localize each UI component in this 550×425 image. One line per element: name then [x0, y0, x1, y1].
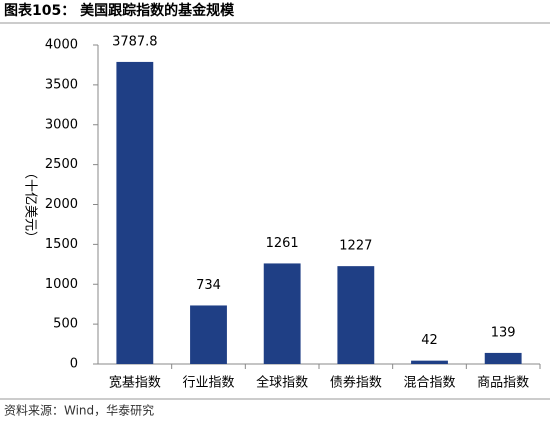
data-label: 139	[491, 325, 516, 340]
y-tick-label: 3000	[45, 117, 78, 132]
x-tick-label: 商品指数	[477, 376, 529, 391]
bar	[411, 360, 448, 364]
x-tick-label: 混合指数	[403, 376, 455, 391]
y-tick-label: 2000	[45, 197, 78, 212]
bar	[263, 263, 301, 364]
y-tick-label: 3500	[45, 77, 78, 92]
x-tick-label: 全球指数	[256, 375, 308, 391]
data-label: 42	[421, 333, 438, 348]
y-axis-label: （十亿美元）	[23, 166, 38, 244]
bar	[190, 305, 227, 364]
bar	[337, 266, 375, 364]
y-tick-label: 500	[53, 317, 78, 332]
x-tick-label: 行业指数	[182, 376, 234, 391]
data-label: 3787.8	[112, 34, 158, 49]
y-tick-label: 0	[70, 357, 78, 372]
y-tick-label: 1000	[45, 277, 78, 292]
bar	[484, 352, 522, 364]
data-label: 1227	[339, 239, 372, 254]
source: 资料来源：Wind，华泰研究	[4, 403, 154, 418]
x-tick-label: 债券指数	[330, 375, 382, 391]
bar	[116, 61, 154, 365]
y-tick-label: 4000	[45, 38, 78, 53]
x-tick-label: 宽基指数	[109, 375, 161, 391]
y-tick-label: 2500	[45, 157, 78, 172]
y-tick-label: 1500	[45, 237, 78, 252]
data-label: 734	[196, 278, 221, 293]
data-label: 1261	[266, 236, 299, 251]
chart-title: 图表105： 美国跟踪指数的基金规模	[4, 2, 235, 19]
